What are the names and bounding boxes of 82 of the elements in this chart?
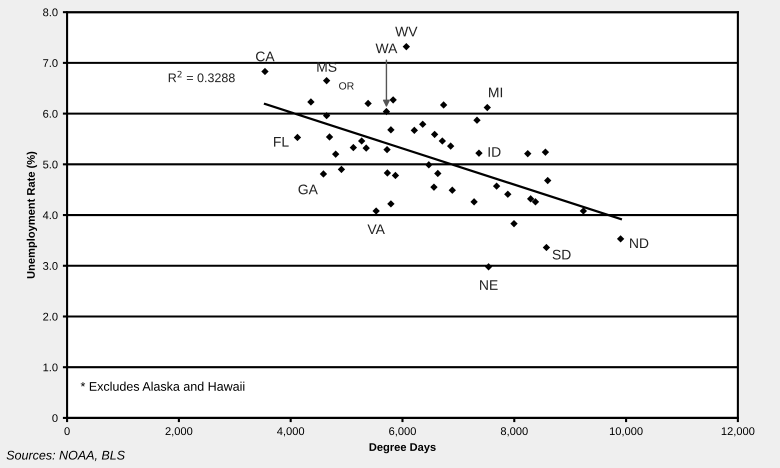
annotation: CA	[256, 52, 275, 62]
annotation: MI	[489, 88, 502, 98]
point	[320, 170, 328, 178]
point	[616, 235, 624, 243]
point	[484, 104, 491, 112]
point	[383, 146, 391, 154]
annotation: MS	[317, 62, 336, 72]
x-axis-title: Degree Days	[370, 443, 436, 454]
point	[294, 134, 302, 142]
annotation: NE	[480, 280, 498, 290]
x-tick-label: 2,000	[166, 427, 192, 436]
point	[544, 176, 552, 184]
point	[389, 96, 397, 104]
y-tick-label: 0	[52, 414, 58, 422]
annotation: ND	[630, 238, 648, 248]
point	[350, 144, 358, 152]
y-tick-label: 6.0	[43, 110, 58, 118]
annotation: WV	[395, 26, 418, 36]
point	[364, 100, 372, 108]
point	[440, 101, 448, 109]
point	[473, 116, 481, 124]
point	[326, 133, 334, 141]
point	[446, 142, 454, 150]
point	[510, 220, 518, 228]
point	[392, 172, 400, 180]
annotation: WA	[376, 44, 398, 54]
point	[526, 195, 534, 202]
y-tick-label: 8.0	[43, 8, 58, 16]
point	[387, 126, 395, 134]
point	[484, 263, 492, 270]
y-tick-label: 3.0	[43, 262, 58, 270]
point	[322, 112, 330, 120]
annotation: VA	[367, 224, 385, 234]
annotation: * Excludes Alaska and Hawaii	[80, 382, 244, 391]
point	[338, 166, 346, 174]
point	[358, 137, 366, 145]
point	[387, 200, 395, 208]
source-note: Sources: NOAA, BLS	[6, 450, 125, 462]
point	[448, 186, 456, 194]
x-tick-label: 0	[64, 427, 70, 436]
annotation: ID	[488, 147, 501, 157]
point	[492, 182, 500, 190]
point	[542, 244, 550, 252]
point	[402, 42, 410, 50]
y-tick-label: 4.0	[42, 211, 58, 220]
point	[372, 207, 380, 215]
point	[384, 169, 392, 177]
point	[430, 130, 438, 138]
point	[430, 183, 438, 191]
annotation: R$^{2}$ = 0.3288	[168, 70, 235, 82]
point	[382, 108, 390, 116]
point	[434, 170, 442, 178]
annotation: OR	[339, 82, 354, 90]
annotation: FL	[274, 137, 289, 147]
point	[504, 190, 512, 198]
point	[419, 120, 426, 128]
point	[580, 207, 588, 215]
point	[532, 198, 540, 206]
x-tick-label: 6,000	[389, 427, 416, 436]
x-tick-label: 4,000	[277, 427, 304, 436]
point	[322, 76, 330, 84]
x-tick-label: 8,000	[500, 427, 528, 436]
point	[438, 137, 446, 145]
y-tick-label: 7.0	[43, 59, 58, 68]
point	[332, 150, 340, 158]
y-tick-label: 2.0	[43, 312, 58, 321]
point	[475, 149, 483, 157]
point	[261, 68, 269, 76]
point	[524, 150, 532, 158]
y-tick-label: 5.0	[43, 160, 58, 168]
x-tick-label: 12,000	[722, 427, 754, 436]
x-tick-label: 10,000	[610, 427, 643, 436]
point	[307, 98, 315, 106]
point	[425, 161, 432, 169]
point	[362, 144, 370, 152]
point	[542, 148, 550, 156]
point	[410, 126, 418, 134]
y-axis-title: Unemployment Rate (%)	[26, 152, 38, 278]
point	[470, 198, 478, 206]
y-tick-label: 1.0	[43, 363, 58, 372]
annotation: SD	[552, 250, 571, 260]
annotation: GA	[298, 184, 318, 194]
